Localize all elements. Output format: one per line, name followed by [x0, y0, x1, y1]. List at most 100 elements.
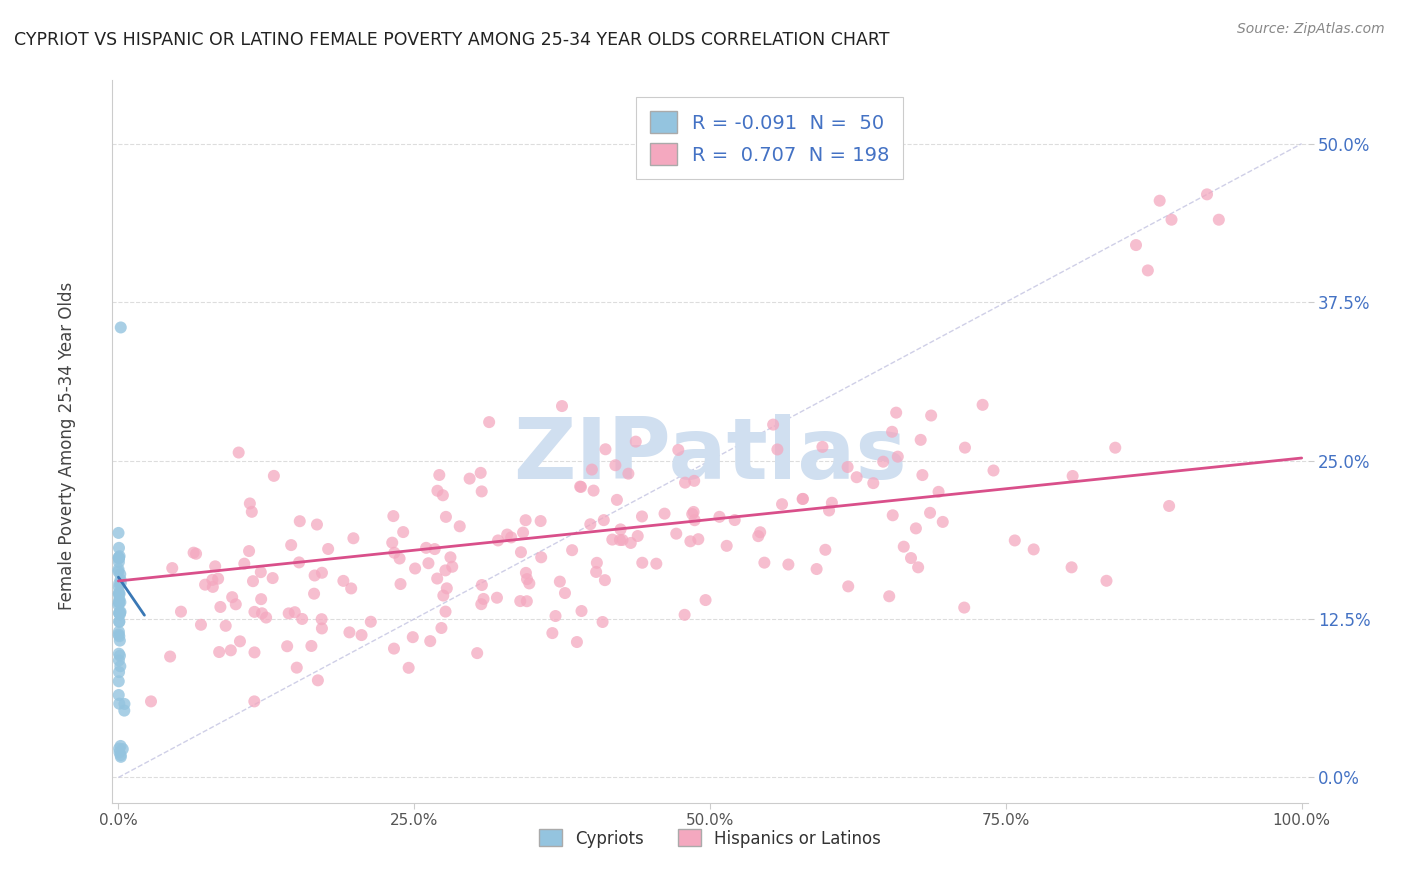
- Point: [215, 619, 238, 633]
- Point: [108, 648, 131, 663]
- Point: [893, 540, 915, 554]
- Point: [382, 546, 405, 560]
- Point: [877, 589, 900, 603]
- Point: [517, 576, 540, 591]
- Point: [434, 605, 457, 619]
- Point: [887, 450, 910, 464]
- Point: [242, 574, 264, 589]
- Point: [673, 607, 696, 622]
- Point: [108, 629, 131, 643]
- Point: [419, 634, 441, 648]
- Point: [581, 462, 603, 476]
- Point: [631, 556, 654, 570]
- Point: [108, 647, 131, 661]
- Point: [243, 605, 266, 619]
- Point: [108, 615, 131, 629]
- Point: [609, 523, 631, 537]
- Point: [108, 586, 131, 600]
- Point: [1060, 560, 1083, 574]
- Point: [302, 587, 325, 601]
- Point: [288, 556, 311, 570]
- Point: [110, 605, 132, 619]
- Point: [811, 440, 834, 454]
- Point: [953, 600, 976, 615]
- Point: [679, 534, 702, 549]
- Point: [509, 594, 531, 608]
- Point: [108, 615, 131, 629]
- Point: [139, 694, 162, 708]
- Point: [884, 406, 907, 420]
- Point: [673, 475, 696, 490]
- Point: [280, 538, 302, 552]
- Point: [304, 568, 326, 582]
- Point: [766, 442, 789, 457]
- Point: [471, 484, 494, 499]
- Point: [592, 615, 614, 629]
- Point: [434, 563, 457, 577]
- Point: [806, 562, 828, 576]
- Point: [682, 505, 704, 519]
- Point: [606, 492, 628, 507]
- Point: [471, 578, 494, 592]
- Point: [108, 587, 131, 601]
- Point: [439, 550, 461, 565]
- Point: [108, 541, 131, 555]
- Point: [388, 551, 411, 566]
- Point: [243, 694, 266, 708]
- Point: [307, 673, 329, 688]
- Point: [515, 513, 537, 527]
- Point: [382, 509, 405, 524]
- Text: Female Poverty Among 25-34 Year Olds: Female Poverty Among 25-34 Year Olds: [59, 282, 76, 610]
- Point: [418, 556, 440, 570]
- Point: [159, 649, 181, 664]
- Point: [585, 565, 607, 579]
- Point: [486, 533, 509, 548]
- Point: [821, 496, 844, 510]
- Point: [1208, 212, 1230, 227]
- Point: [882, 508, 904, 523]
- Point: [209, 599, 232, 614]
- Point: [695, 593, 717, 607]
- Point: [1062, 469, 1084, 483]
- Point: [478, 415, 501, 429]
- Point: [544, 609, 567, 624]
- Point: [311, 612, 333, 626]
- Point: [108, 596, 131, 610]
- Point: [239, 496, 262, 510]
- Point: [778, 558, 800, 572]
- Point: [110, 573, 132, 587]
- Point: [434, 509, 457, 524]
- Point: [108, 665, 131, 679]
- Point: [792, 491, 814, 506]
- Point: [108, 633, 131, 648]
- Point: [107, 550, 129, 565]
- Point: [792, 491, 814, 506]
- Point: [617, 467, 640, 481]
- Point: [350, 628, 373, 642]
- Point: [512, 525, 534, 540]
- Point: [110, 575, 132, 590]
- Point: [837, 460, 859, 475]
- Point: [263, 468, 285, 483]
- Point: [654, 507, 676, 521]
- Point: [285, 660, 308, 674]
- Point: [470, 466, 492, 480]
- Point: [1095, 574, 1118, 588]
- Point: [426, 572, 449, 586]
- Point: [277, 607, 299, 621]
- Point: [1004, 533, 1026, 548]
- Point: [243, 645, 266, 659]
- Point: [907, 560, 929, 574]
- Point: [250, 592, 273, 607]
- Point: [1104, 441, 1126, 455]
- Point: [398, 661, 420, 675]
- Point: [541, 626, 564, 640]
- Point: [1160, 212, 1182, 227]
- Point: [1195, 187, 1218, 202]
- Point: [548, 574, 571, 589]
- Point: [565, 635, 588, 649]
- Point: [340, 582, 363, 596]
- Point: [108, 741, 131, 756]
- Point: [586, 556, 609, 570]
- Point: [207, 572, 229, 586]
